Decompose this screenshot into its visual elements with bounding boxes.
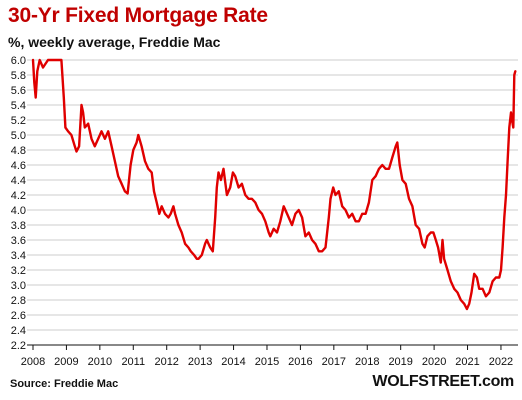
y-tick-label: 4.0 bbox=[11, 205, 26, 217]
x-tick-label: 2011 bbox=[121, 356, 145, 368]
y-tick-label: 2.4 bbox=[11, 325, 26, 337]
y-tick-label: 4.2 bbox=[11, 190, 26, 202]
y-tick-label: 5.6 bbox=[11, 85, 26, 97]
y-tick-label: 3.2 bbox=[11, 265, 26, 277]
y-tick-label: 6.0 bbox=[11, 55, 26, 67]
x-tick-label: 2019 bbox=[388, 356, 412, 368]
chart-subtitle: %, weekly average, Freddie Mac bbox=[8, 34, 221, 50]
y-tick-label: 4.8 bbox=[11, 145, 26, 157]
x-tick-label: 2016 bbox=[288, 356, 312, 368]
x-tick-label: 2017 bbox=[322, 356, 346, 368]
x-tick-label: 2021 bbox=[455, 356, 479, 368]
y-tick-label: 5.0 bbox=[11, 130, 26, 142]
y-tick-label: 3.0 bbox=[11, 280, 26, 292]
x-tick-label: 2012 bbox=[154, 356, 178, 368]
x-axis-ticks: 2008 2009 2010 2011 2012 2013 2014 2015 2016 2017… bbox=[21, 345, 513, 368]
y-tick-label: 3.8 bbox=[11, 220, 26, 232]
x-tick-label: 2013 bbox=[188, 356, 212, 368]
grid-lines bbox=[27, 59, 518, 346]
y-tick-label: 3.6 bbox=[11, 235, 26, 247]
x-tick-label: 2010 bbox=[88, 356, 112, 368]
y-tick-label: 5.4 bbox=[11, 100, 26, 112]
x-tick-label: 2014 bbox=[221, 356, 245, 368]
y-tick-label: 4.6 bbox=[11, 160, 26, 172]
y-tick-label: 2.8 bbox=[11, 295, 26, 307]
series-line bbox=[31, 58, 517, 311]
y-tick-label: 3.4 bbox=[11, 250, 26, 262]
x-tick-label: 2008 bbox=[21, 356, 45, 368]
y-tick-label: 5.2 bbox=[11, 115, 26, 127]
x-tick-label: 2009 bbox=[54, 356, 78, 368]
source-note: Source: Freddie Mac bbox=[10, 378, 119, 390]
brand-logo: WOLFSTREET.com bbox=[372, 373, 514, 390]
x-tick-label: 2022 bbox=[489, 356, 513, 368]
y-axis-ticks: 2.2 2.4 2.6 2.8 3.0 3.2 3.4 3.6 3.8 4.0 4.2 4.4 4.6 4… bbox=[11, 55, 26, 352]
y-tick-label: 4.4 bbox=[11, 175, 26, 187]
x-tick-label: 2018 bbox=[355, 356, 379, 368]
y-tick-label: 5.8 bbox=[11, 70, 26, 82]
y-tick-label: 2.6 bbox=[11, 310, 26, 322]
y-tick-label: 2.2 bbox=[11, 340, 26, 352]
chart-title: 30-Yr Fixed Mortgage Rate bbox=[8, 4, 268, 27]
x-tick-label: 2015 bbox=[255, 356, 279, 368]
x-tick-label: 2020 bbox=[422, 356, 446, 368]
